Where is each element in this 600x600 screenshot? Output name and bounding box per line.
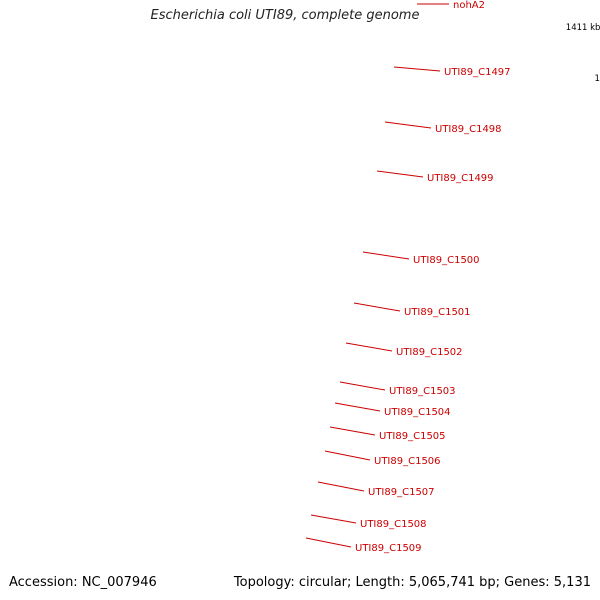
gene-leader-line — [305, 537, 352, 548]
kbp-tick-label: 1412 kbp — [595, 74, 600, 84]
gene-leader-line — [317, 481, 365, 492]
gene-label: nohA2 — [453, 0, 485, 11]
gene-label: UTI89_C1498 — [435, 124, 502, 135]
accession-text: Accession: NC_007946 — [9, 575, 157, 590]
gene-label: UTI89_C1500 — [413, 255, 480, 266]
gene-label: UTI89_C1499 — [427, 173, 494, 184]
gene-label: UTI89_C1508 — [360, 519, 427, 530]
gene-leader-line — [329, 426, 376, 436]
gene-label: UTI89_C1502 — [396, 347, 463, 358]
gene-label: UTI89_C1504 — [384, 407, 451, 418]
gene-label: UTI89_C1506 — [374, 456, 441, 467]
gene-label: UTI89_C1507 — [368, 487, 435, 498]
gene-leader-line — [393, 66, 441, 72]
gene-leader-line — [334, 402, 381, 412]
gene-leader-line — [310, 514, 357, 524]
gene-label: UTI89_C1497 — [444, 67, 511, 78]
gene-label: UTI89_C1509 — [355, 543, 422, 554]
gene-leader-line — [339, 381, 386, 391]
gene-leader-line — [362, 251, 410, 260]
gene-leader-line — [345, 342, 393, 352]
gene-label: UTI89_C1503 — [389, 386, 456, 397]
gene-leader-line — [384, 121, 432, 129]
gene-leader-line — [324, 450, 371, 461]
gene-leader-line — [353, 302, 401, 312]
genome-summary-text: Topology: circular; Length: 5,065,741 bp… — [233, 575, 591, 590]
kbp-tick-label: 1411 kbp — [566, 23, 600, 33]
gene-label: UTI89_C1501 — [404, 307, 471, 318]
gene-leader-line — [376, 170, 424, 178]
gene-label: UTI89_C1505 — [379, 431, 446, 442]
map-title: Escherichia coli UTI89, complete genome — [150, 8, 420, 23]
